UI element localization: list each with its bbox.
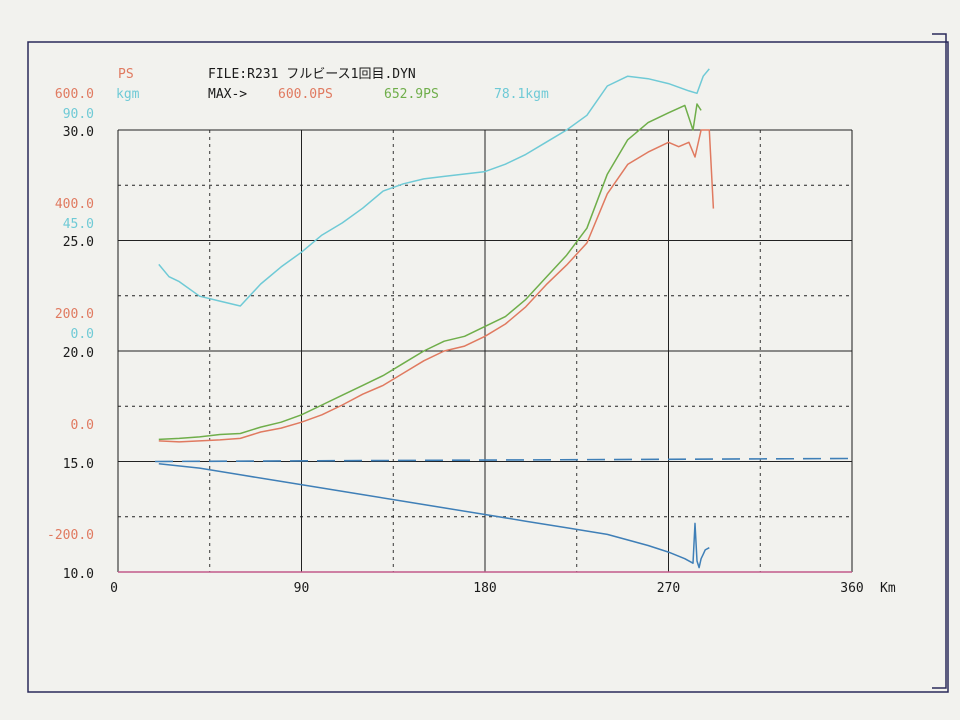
kgm-curve: [158, 68, 710, 307]
ps2-curve: [158, 103, 702, 441]
blue-curve: [158, 462, 710, 569]
chart-grid: [117, 129, 853, 573]
ps-unit-label: PS: [118, 67, 134, 82]
kgm-unit-label: kgm: [116, 87, 140, 102]
paper-frame: [27, 41, 949, 693]
y-tick-label: 90.0: [63, 107, 94, 122]
x-tick-label: 360: [840, 581, 863, 596]
x-tick-label: 0: [110, 581, 118, 596]
x-axis-labels: 0 90 180 270 360: [110, 581, 864, 596]
y-tick-label: 20.0: [63, 346, 94, 361]
y-tick-label: -200.0: [47, 528, 94, 543]
y-tick-label: 0.0: [71, 327, 94, 342]
y-axis-labels: 600.0 90.0 30.0 400.0 45.0 25.0 200.0 0.0 20.0 0.…: [47, 87, 94, 582]
y-tick-label: 400.0: [55, 197, 94, 212]
max-ps2-value: 652.9PS: [384, 87, 439, 102]
max-kgm-value: 78.1kgm: [494, 87, 549, 102]
y-tick-label: 0.0: [71, 418, 94, 433]
x-axis-unit: Km: [880, 581, 896, 596]
file-label: FILE:R231 フルビース1回目.DYN: [208, 67, 416, 82]
chart-series: [154, 68, 851, 569]
y-tick-label: 200.0: [55, 307, 94, 322]
y-tick-label: 600.0: [55, 87, 94, 102]
y-tick-label: 30.0: [63, 125, 94, 140]
y-tick-label: 10.0: [63, 567, 94, 582]
reference-line-15: [154, 457, 851, 463]
x-tick-label: 180: [473, 581, 496, 596]
x-tick-label: 90: [294, 581, 310, 596]
ps-curve: [158, 129, 715, 443]
max-ps-value: 600.0PS: [278, 87, 333, 102]
y-tick-label: 25.0: [63, 235, 94, 250]
x-tick-label: 270: [657, 581, 680, 596]
max-label: MAX->: [208, 87, 247, 102]
y-tick-label: 15.0: [63, 457, 94, 472]
right-bracket: [932, 33, 947, 689]
y-tick-label: 45.0: [63, 217, 94, 232]
